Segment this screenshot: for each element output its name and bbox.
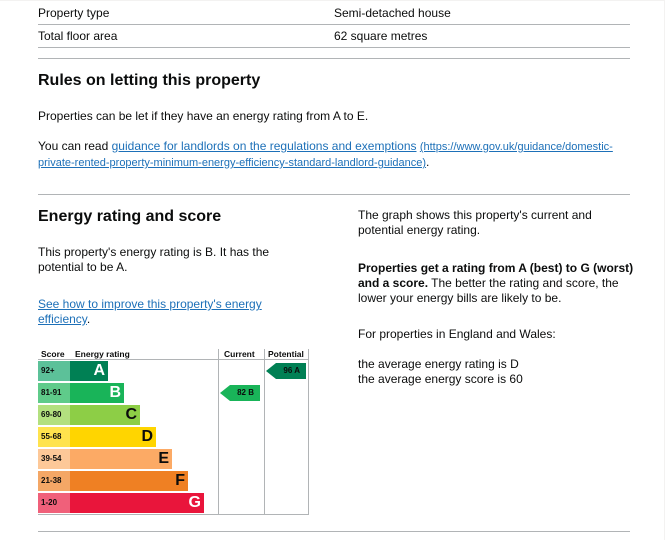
section-divider-3 — [38, 531, 630, 532]
rules-paragraph: Properties can be let if they have an en… — [38, 109, 369, 123]
improve-paragraph: See how to improve this property's energ… — [38, 297, 298, 327]
energy-rating-chart: Score Energy rating Current Potential 92… — [38, 349, 310, 517]
band-score-g: 1-20 — [38, 493, 70, 513]
potential-rating-arrow: 96 A — [266, 363, 306, 379]
band-bar-a: A — [70, 361, 108, 381]
band-letter-d: D — [141, 428, 153, 445]
band-score-b: 81-91 — [38, 383, 70, 403]
band-bar-e: E — [70, 449, 172, 469]
chart-header-current: Current — [224, 349, 255, 359]
band-score-f: 21-38 — [38, 471, 70, 491]
property-type-value: Semi-detached house — [334, 6, 451, 20]
rating-explanation-rest: The better the rating and score, the low… — [358, 276, 619, 305]
band-bar-d: D — [70, 427, 156, 447]
rules-heading: Rules on letting this property — [38, 72, 261, 89]
chart-header-score: Score — [41, 349, 65, 359]
property-type-row: Property type Semi-detached house — [38, 2, 630, 25]
region-text: For properties in England and Wales: — [358, 327, 556, 341]
band-letter-e: E — [158, 450, 169, 467]
band-bar-g: G — [70, 493, 204, 513]
guidance-url[interactable]: (https://www.gov.uk/guidance/domestic-pr… — [38, 141, 613, 169]
band-score-a: 92+ — [38, 361, 70, 381]
chart-bottom-line — [38, 514, 309, 515]
band-letter-g: G — [188, 494, 201, 511]
guidance-link[interactable]: guidance for landlords on the regulation… — [111, 139, 417, 153]
band-letter-b: B — [109, 384, 121, 401]
band-score-c: 69-80 — [38, 405, 70, 425]
section-divider — [38, 58, 630, 59]
floor-area-value: 62 square metres — [334, 29, 428, 43]
improve-suffix: . — [86, 312, 91, 326]
chart-header-potential: Potential — [268, 349, 304, 359]
band-letter-c: C — [125, 406, 137, 423]
chart-header-rating: Energy rating — [75, 349, 130, 359]
chart-right-edge — [308, 349, 309, 515]
graph-description: The graph shows this property's current … — [358, 208, 592, 237]
band-score-e: 39-54 — [38, 449, 70, 469]
current-rating-arrow: 82 B — [220, 385, 260, 401]
band-score-d: 55-68 — [38, 427, 70, 447]
chart-potential-divider — [264, 349, 265, 515]
floor-area-row: Total floor area 62 square metres — [38, 25, 630, 48]
top-border — [0, 0, 665, 1]
chart-header-line — [38, 359, 308, 360]
section-divider-2 — [38, 194, 630, 195]
floor-area-label: Total floor area — [38, 29, 118, 43]
band-letter-a: A — [93, 362, 105, 379]
band-bar-f: F — [70, 471, 188, 491]
rating-explanation-bold: Properties get a rating from A (best) to… — [358, 261, 634, 290]
improve-link[interactable]: See how to improve this property's energ… — [38, 297, 262, 326]
chart-current-divider — [218, 349, 219, 515]
rating-explanation: Properties get a rating from A (best) to… — [358, 261, 638, 306]
band-bar-b: B — [70, 383, 124, 403]
band-letter-f: F — [175, 472, 185, 489]
average-score: the average energy score is 60 — [358, 372, 523, 386]
guidance-suffix: . — [426, 155, 430, 169]
average-rating: the average energy rating is D — [358, 357, 519, 371]
energy-heading: Energy rating and score — [38, 208, 222, 225]
energy-summary: This property's energy rating is B. It h… — [38, 245, 270, 274]
guidance-paragraph: You can read guidance for landlords on t… — [38, 139, 630, 171]
guidance-prefix: You can read — [38, 139, 112, 153]
band-bar-c: C — [70, 405, 140, 425]
property-type-label: Property type — [38, 6, 110, 20]
